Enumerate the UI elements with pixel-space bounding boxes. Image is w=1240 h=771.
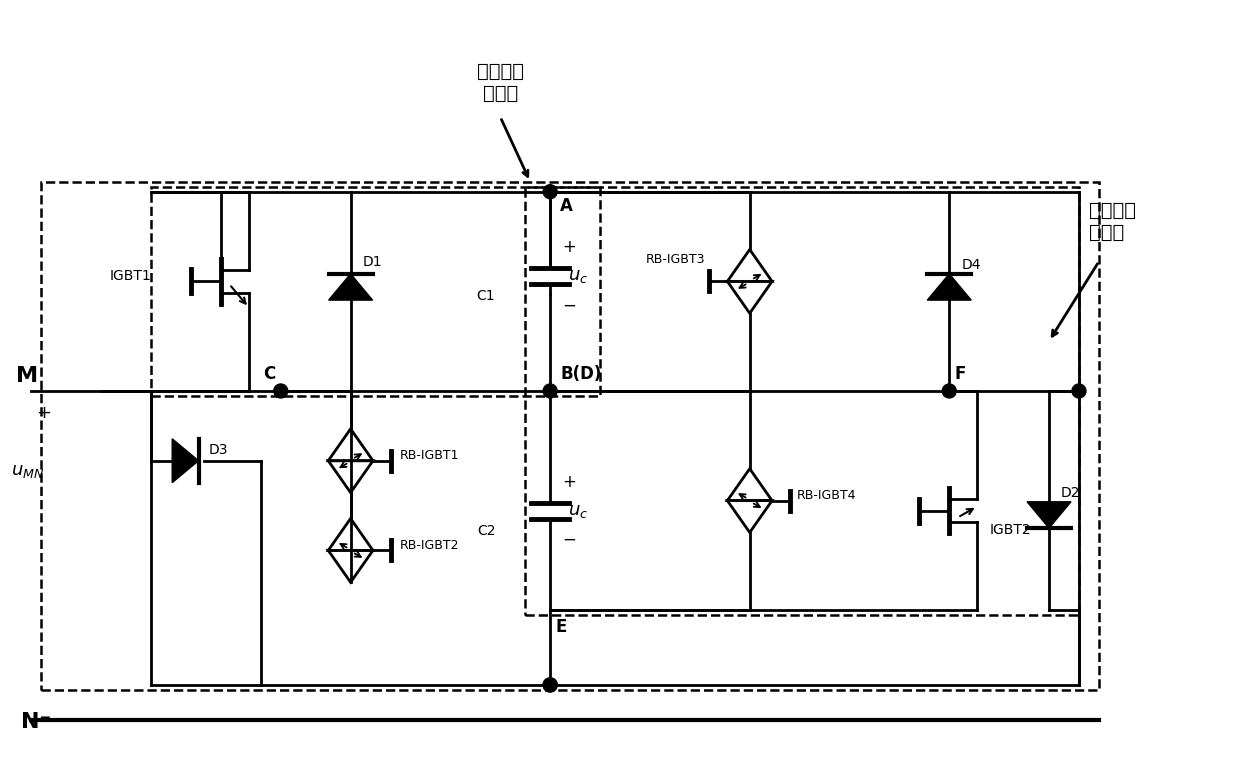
Text: D4: D4 [961, 258, 981, 271]
Text: $u_c$: $u_c$ [568, 502, 588, 520]
Text: A: A [560, 197, 573, 214]
Text: RB-IGBT1: RB-IGBT1 [399, 449, 459, 463]
Text: RB-IGBT4: RB-IGBT4 [797, 489, 857, 502]
Text: IGBT2: IGBT2 [990, 524, 1030, 537]
Polygon shape [329, 274, 372, 300]
Text: RB-IGBT3: RB-IGBT3 [646, 254, 706, 267]
Text: $u_c$: $u_c$ [568, 268, 588, 285]
Text: D1: D1 [362, 255, 382, 269]
Text: B(D): B(D) [560, 365, 601, 383]
Text: M: M [16, 366, 38, 386]
Text: 第二逆阻
型单元: 第二逆阻 型单元 [1089, 201, 1136, 242]
Circle shape [543, 678, 557, 692]
Bar [151, 187, 600, 396]
Text: E: E [556, 618, 567, 636]
Text: C: C [264, 365, 275, 383]
Polygon shape [928, 274, 971, 300]
Bar [41, 182, 1099, 690]
Text: F: F [955, 365, 966, 383]
Text: +: + [562, 473, 577, 490]
Text: $u_{MN}$: $u_{MN}$ [11, 462, 45, 480]
Circle shape [543, 384, 557, 398]
Polygon shape [1027, 502, 1071, 528]
Circle shape [1073, 384, 1086, 398]
Polygon shape [172, 439, 198, 483]
Circle shape [274, 384, 288, 398]
Text: D2: D2 [1061, 486, 1080, 500]
Text: +: + [36, 404, 51, 422]
Bar [526, 187, 1079, 615]
Circle shape [942, 384, 956, 398]
Text: −: − [562, 530, 577, 548]
Text: 第一逆阻
型单元: 第一逆阻 型单元 [476, 62, 523, 103]
Text: +: + [562, 238, 577, 257]
Text: D3: D3 [208, 443, 228, 456]
Circle shape [543, 678, 557, 692]
Text: C2: C2 [477, 524, 495, 537]
Text: IGBT1: IGBT1 [109, 269, 151, 284]
Text: RB-IGBT2: RB-IGBT2 [399, 539, 459, 552]
Text: C1: C1 [476, 289, 495, 303]
Circle shape [543, 185, 557, 199]
Text: N⁻: N⁻ [21, 712, 52, 732]
Text: −: − [562, 296, 577, 315]
